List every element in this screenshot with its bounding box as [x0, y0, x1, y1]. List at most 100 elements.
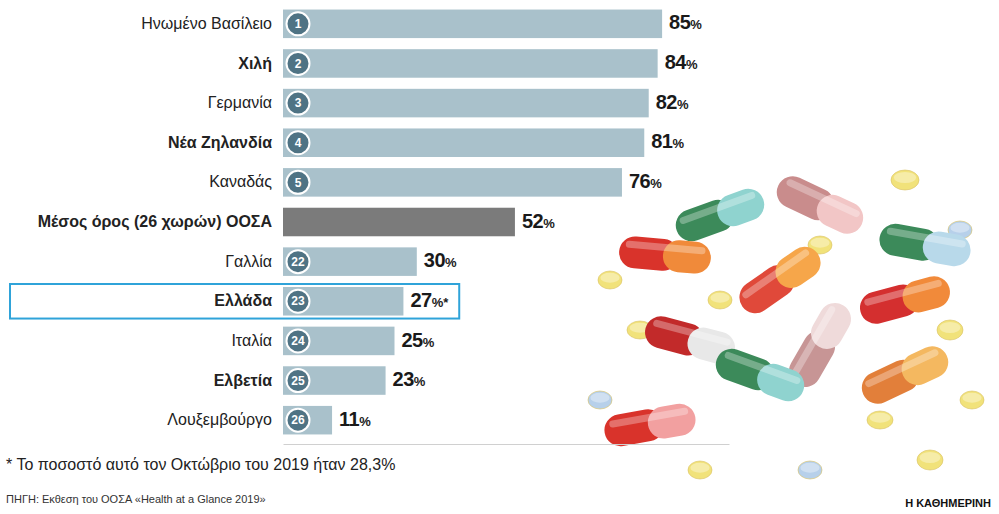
data-label-number: 81	[651, 130, 673, 152]
credit-ground	[902, 495, 994, 511]
bar	[283, 247, 417, 276]
rank-label: 23	[291, 294, 305, 308]
capsule-shine	[886, 227, 966, 248]
tablet-shine	[710, 293, 729, 303]
capsule-shine	[652, 319, 731, 346]
rank-badge: 5	[287, 171, 310, 194]
rank-circle	[287, 131, 310, 154]
tablet-shine	[950, 223, 969, 233]
capsule-shine	[679, 191, 757, 225]
capsule	[856, 273, 953, 328]
capsule-half	[645, 401, 698, 441]
rank-badge: 3	[287, 92, 310, 115]
capsule	[772, 171, 869, 239]
capsule-shine	[790, 305, 836, 378]
data-label-unit: %	[686, 57, 698, 72]
rank-circle	[287, 369, 310, 392]
rank-badge: 1	[287, 12, 310, 35]
category-label: Λουξεμβούργο	[167, 411, 272, 429]
rank-circle	[287, 12, 310, 35]
tablet-body	[688, 461, 712, 479]
capsule-shine	[864, 279, 943, 306]
data-label: 27%*	[410, 289, 449, 311]
tablet-shine	[940, 322, 961, 333]
capsule	[711, 344, 808, 406]
capsule-shine	[864, 348, 939, 388]
data-label: 76%	[629, 170, 662, 192]
category-label: Γαλλία	[225, 253, 272, 270]
data-labels: 85%84%82%81%76%52%30%27%*25%23%11%	[339, 11, 702, 429]
tablet	[867, 411, 893, 429]
rank-badge: 23	[287, 290, 310, 313]
data-label-number: 52	[522, 210, 544, 232]
data-label-number: 23	[393, 368, 415, 390]
tablet	[798, 461, 822, 479]
rank-circle	[287, 171, 310, 194]
rank-badge: 25	[287, 369, 310, 392]
data-label: 11%	[339, 408, 371, 430]
rank-badge: 4	[287, 131, 310, 154]
data-label-unit: %	[543, 216, 555, 231]
tablet-shine	[810, 238, 829, 248]
tablet	[588, 391, 612, 409]
data-label-unit: %	[650, 176, 662, 191]
category-label: Χιλή	[238, 55, 272, 72]
tablet-shine	[600, 273, 619, 283]
rank-badge: 24	[287, 329, 310, 352]
pills-decoration	[588, 170, 984, 479]
y-tick: Μέσος όρος (26 χωρών) ΟΟΣΑ	[38, 213, 273, 231]
tablet-body	[588, 391, 612, 409]
category-label: Ελλάδα	[214, 292, 272, 309]
data-label: 25%	[402, 329, 435, 351]
tablet-shine	[962, 393, 981, 403]
bar	[283, 366, 386, 395]
y-tick: Λουξεμβούργο	[167, 411, 272, 429]
rank-label: 2	[295, 57, 302, 71]
capsule	[857, 341, 954, 409]
data-label-unit: %	[690, 17, 702, 32]
y-tick: Ηνωμένο Βασίλειο	[141, 15, 272, 32]
bar	[283, 406, 332, 435]
tablet	[937, 320, 963, 340]
data-label-number: 27	[410, 289, 432, 311]
rank-circle	[287, 409, 310, 432]
tablet-body	[891, 170, 919, 190]
capsule-shine	[626, 241, 706, 255]
data-label-number: 30	[424, 249, 446, 271]
tablet-body	[867, 411, 893, 429]
rank-badge: 26	[287, 409, 310, 432]
highlight-layer	[10, 284, 459, 319]
capsule-shine	[741, 248, 811, 300]
tablet	[688, 461, 712, 479]
capsule-shine	[785, 178, 860, 218]
footnote: * Το ποσοστό αυτό τον Οκτώβριο του 2019 …	[6, 456, 395, 473]
capsule	[618, 235, 712, 275]
y-tick: Χιλή	[238, 55, 272, 72]
category-label: Ηνωμένο Βασίλειο	[141, 15, 272, 32]
rank-label: 4	[295, 136, 302, 150]
bar	[283, 327, 395, 356]
data-label-number: 82	[656, 91, 678, 113]
capsule-half	[769, 241, 827, 295]
data-label: 52%	[522, 210, 555, 232]
bar	[283, 128, 644, 157]
data-label-unit: %	[423, 335, 435, 350]
category-label: Γερμανία	[208, 94, 272, 111]
highlight-frame	[10, 284, 459, 319]
rank-circle	[287, 329, 310, 352]
rank-label: 26	[291, 413, 305, 427]
capsule	[671, 184, 768, 246]
tablet-body	[937, 320, 963, 340]
tablet	[598, 271, 622, 289]
tablet-body	[598, 271, 622, 289]
rank-circle	[287, 250, 310, 273]
data-label: 81%	[651, 130, 684, 152]
y-tick: Ελβετία	[214, 372, 273, 389]
tablet-shine	[690, 463, 709, 473]
capsule	[602, 401, 698, 448]
rank-badge: 2	[287, 52, 310, 75]
data-label: 85%	[669, 11, 702, 33]
data-label-number: 85	[669, 11, 691, 33]
bar	[283, 49, 658, 78]
rank-label: 1	[295, 17, 302, 31]
